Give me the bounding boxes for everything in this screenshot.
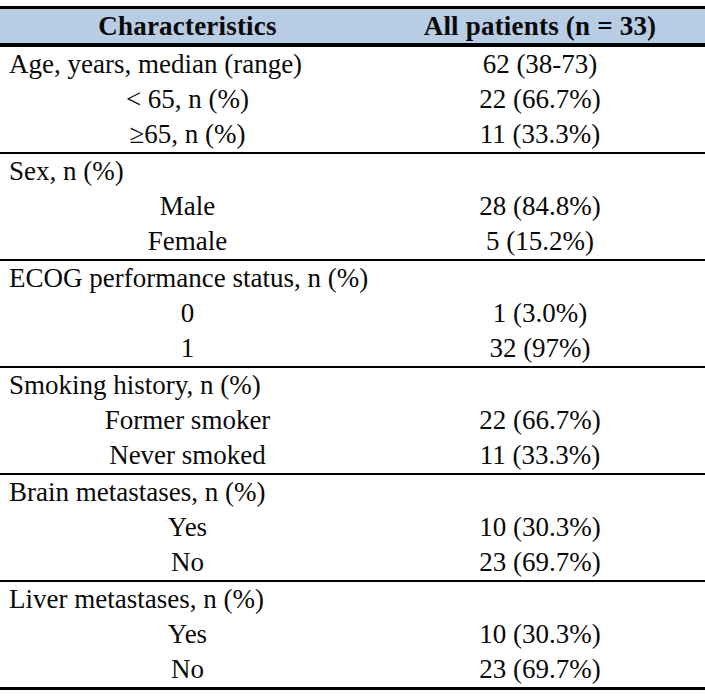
table-row: Former smoker22 (66.7%) xyxy=(0,403,705,438)
row-value: 11 (33.3%) xyxy=(375,117,705,153)
row-category-label: Smoking history, n (%) xyxy=(0,367,375,403)
row-value: 62 (38-73) xyxy=(375,45,705,82)
row-value: 22 (66.7%) xyxy=(375,82,705,117)
row-sub-label: No xyxy=(0,652,375,689)
table-row: Smoking history, n (%) xyxy=(0,367,705,403)
row-value xyxy=(375,260,705,296)
row-sub-label: Former smoker xyxy=(0,403,375,438)
row-sub-label: No xyxy=(0,545,375,581)
row-value: 23 (69.7%) xyxy=(375,652,705,689)
row-value xyxy=(375,474,705,510)
row-sub-label: Never smoked xyxy=(0,438,375,474)
row-value: 10 (30.3%) xyxy=(375,617,705,652)
row-value: 11 (33.3%) xyxy=(375,438,705,474)
table-row: 01 (3.0%) xyxy=(0,296,705,331)
row-category-label: Brain metastases, n (%) xyxy=(0,474,375,510)
row-sub-label: Yes xyxy=(0,510,375,545)
row-value: 1 (3.0%) xyxy=(375,296,705,331)
row-value: 10 (30.3%) xyxy=(375,510,705,545)
row-value: 5 (15.2%) xyxy=(375,224,705,260)
row-sub-label: Female xyxy=(0,224,375,260)
table-row: Yes10 (30.3%) xyxy=(0,510,705,545)
patient-characteristics-table: Characteristics All patients (n = 33) Ag… xyxy=(0,6,705,690)
column-header-characteristics: Characteristics xyxy=(0,8,375,46)
row-category-label: Age, years, median (range) xyxy=(0,45,375,82)
table-body: Age, years, median (range)62 (38-73)< 65… xyxy=(0,45,705,689)
row-sub-label: 1 xyxy=(0,331,375,367)
row-value: 32 (97%) xyxy=(375,331,705,367)
table-row: Male28 (84.8%) xyxy=(0,189,705,224)
row-value: 28 (84.8%) xyxy=(375,189,705,224)
table-row: ECOG performance status, n (%) xyxy=(0,260,705,296)
table-row: Brain metastases, n (%) xyxy=(0,474,705,510)
row-value: 22 (66.7%) xyxy=(375,403,705,438)
row-sub-label: Male xyxy=(0,189,375,224)
table-header-row: Characteristics All patients (n = 33) xyxy=(0,8,705,46)
row-sub-label: < 65, n (%) xyxy=(0,82,375,117)
document-page: Characteristics All patients (n = 33) Ag… xyxy=(0,6,705,697)
row-sub-label: ≥65, n (%) xyxy=(0,117,375,153)
row-value xyxy=(375,367,705,403)
row-category-label: Liver metastases, n (%) xyxy=(0,581,375,617)
row-category-label: ECOG performance status, n (%) xyxy=(0,260,375,296)
table-row: < 65, n (%)22 (66.7%) xyxy=(0,82,705,117)
column-header-all-patients: All patients (n = 33) xyxy=(375,8,705,46)
row-value xyxy=(375,153,705,189)
table-row: ≥65, n (%)11 (33.3%) xyxy=(0,117,705,153)
table-row: Sex, n (%) xyxy=(0,153,705,189)
table-row: Never smoked11 (33.3%) xyxy=(0,438,705,474)
table-row: No23 (69.7%) xyxy=(0,545,705,581)
row-value: 23 (69.7%) xyxy=(375,545,705,581)
table-row: 132 (97%) xyxy=(0,331,705,367)
table-row: Yes10 (30.3%) xyxy=(0,617,705,652)
row-sub-label: Yes xyxy=(0,617,375,652)
table-row: No23 (69.7%) xyxy=(0,652,705,689)
row-category-label: Sex, n (%) xyxy=(0,153,375,189)
table-row: Liver metastases, n (%) xyxy=(0,581,705,617)
table-row: Female5 (15.2%) xyxy=(0,224,705,260)
table-row: Age, years, median (range)62 (38-73) xyxy=(0,45,705,82)
row-sub-label: 0 xyxy=(0,296,375,331)
row-value xyxy=(375,581,705,617)
